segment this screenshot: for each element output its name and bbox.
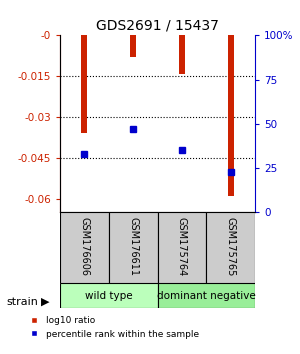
Text: GSM175765: GSM175765 — [226, 217, 236, 276]
Text: GSM175764: GSM175764 — [177, 217, 187, 276]
Title: GDS2691 / 15437: GDS2691 / 15437 — [96, 19, 219, 33]
Bar — [60, 212, 109, 283]
Text: ▶: ▶ — [40, 297, 49, 307]
Bar — [179, 35, 185, 74]
Legend: log10 ratio, percentile rank within the sample: log10 ratio, percentile rank within the … — [25, 316, 199, 338]
Bar — [206, 212, 255, 283]
Text: GSM176606: GSM176606 — [80, 217, 89, 276]
Text: GSM176611: GSM176611 — [128, 217, 138, 276]
Text: strain: strain — [6, 297, 38, 307]
Bar — [82, 35, 87, 133]
Bar — [158, 212, 206, 283]
Bar — [109, 212, 158, 283]
Text: wild type: wild type — [85, 291, 133, 301]
Bar — [60, 283, 158, 308]
Bar — [228, 35, 234, 196]
Bar — [158, 283, 255, 308]
Bar — [130, 35, 136, 57]
Text: dominant negative: dominant negative — [157, 291, 256, 301]
